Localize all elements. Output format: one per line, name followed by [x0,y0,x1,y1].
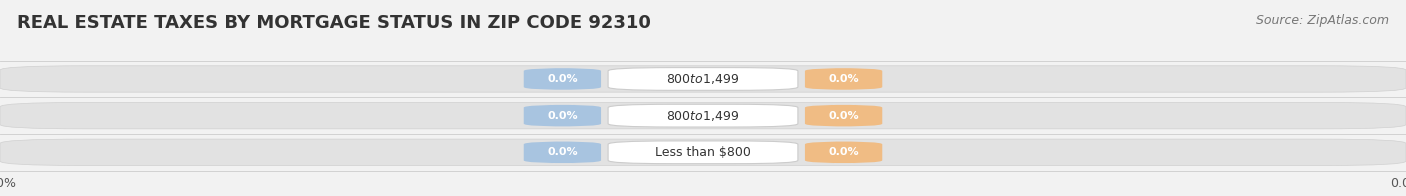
Text: 0.0%: 0.0% [547,147,578,157]
FancyBboxPatch shape [524,105,602,127]
FancyBboxPatch shape [806,68,883,90]
FancyBboxPatch shape [806,105,883,127]
FancyBboxPatch shape [609,68,799,90]
FancyBboxPatch shape [524,68,602,90]
Text: 0.0%: 0.0% [547,111,578,121]
Text: 0.0%: 0.0% [828,111,859,121]
Text: REAL ESTATE TAXES BY MORTGAGE STATUS IN ZIP CODE 92310: REAL ESTATE TAXES BY MORTGAGE STATUS IN … [17,14,651,32]
FancyBboxPatch shape [806,141,883,163]
Text: Source: ZipAtlas.com: Source: ZipAtlas.com [1256,14,1389,27]
Text: 0.0%: 0.0% [828,74,859,84]
Text: Less than $800: Less than $800 [655,146,751,159]
FancyBboxPatch shape [609,141,799,164]
FancyBboxPatch shape [0,66,1406,92]
Text: $800 to $1,499: $800 to $1,499 [666,109,740,123]
FancyBboxPatch shape [0,139,1406,165]
Text: 0.0%: 0.0% [828,147,859,157]
FancyBboxPatch shape [0,103,1406,129]
FancyBboxPatch shape [524,141,602,163]
Text: $800 to $1,499: $800 to $1,499 [666,72,740,86]
Text: 0.0%: 0.0% [547,74,578,84]
FancyBboxPatch shape [609,104,799,127]
